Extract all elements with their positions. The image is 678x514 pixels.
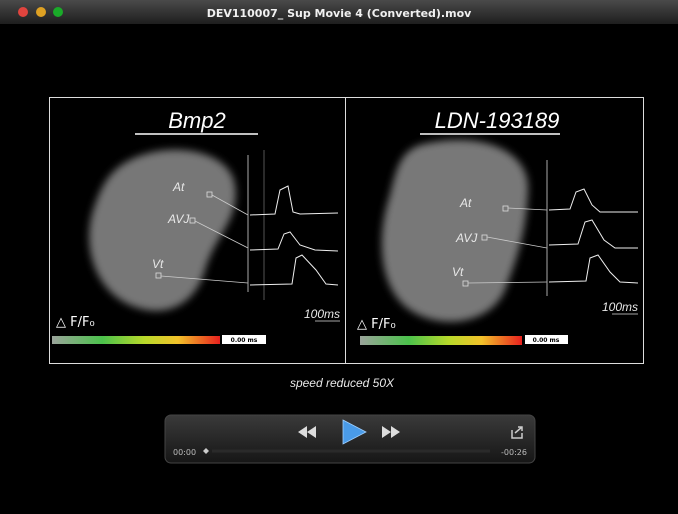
roi-marker: [189, 217, 196, 224]
pointer-lines: [467, 207, 548, 284]
legend-label: △ F/F₀: [56, 315, 95, 330]
region-label: AVJ: [455, 231, 478, 245]
time-box: [222, 335, 266, 344]
elapsed-time: 00:00: [173, 448, 196, 457]
trace: [548, 254, 639, 284]
region-label: At: [172, 180, 185, 194]
panel-title: Bmp2: [168, 108, 225, 133]
rewind-button[interactable]: [298, 426, 316, 438]
embryo-image: [381, 140, 529, 322]
play-button[interactable]: [342, 419, 367, 445]
color-bar: [360, 336, 522, 345]
scale-label: 100ms: [602, 300, 638, 314]
panel-title: LDN-193189: [435, 108, 560, 133]
region-label: AVJ: [167, 212, 190, 226]
legend-label: △ F/F₀: [357, 317, 396, 332]
caption: speed reduced 50X: [290, 376, 395, 390]
scrubber-handle[interactable]: [203, 448, 209, 454]
zoom-button[interactable]: [53, 7, 63, 17]
fast-forward-button[interactable]: [382, 426, 400, 438]
share-button[interactable]: [511, 426, 523, 439]
playback-controls: 00:00 -00:26: [164, 414, 536, 464]
embryo-image: [89, 149, 236, 311]
panel-ldn: LDN-193189 At AVJ Vt 100ms △ F/F₀ 0.00 m…: [357, 108, 639, 345]
region-label: Vt: [152, 257, 164, 271]
pointer-lines: [160, 194, 249, 284]
close-button[interactable]: [18, 7, 28, 17]
roi-marker: [155, 272, 162, 279]
window-title: DEV110007_ Sup Movie 4 (Converted).mov: [207, 7, 472, 20]
region-label: Vt: [452, 265, 464, 279]
title-bar: [0, 0, 678, 24]
color-bar: [52, 336, 220, 344]
trace: [548, 219, 638, 249]
roi-marker: [481, 234, 488, 241]
roi-marker: [502, 205, 509, 212]
minimize-button[interactable]: [36, 7, 46, 17]
region-label: At: [459, 196, 472, 210]
trace: [249, 185, 339, 216]
trace: [249, 254, 339, 286]
scale-label: 100ms: [304, 307, 340, 321]
time-box: [525, 335, 568, 344]
time-stamp: 0.00 ms: [533, 337, 560, 344]
time-stamp: 0.00 ms: [231, 337, 258, 344]
trace: [548, 188, 638, 213]
remaining-time: -00:26: [501, 448, 527, 457]
panel-bmp2: Bmp2 At AVJ Vt 100ms △ F/F₀ 0.00 ms: [52, 108, 340, 344]
trace: [249, 231, 339, 252]
roi-marker: [462, 280, 469, 287]
roi-marker: [206, 191, 213, 198]
